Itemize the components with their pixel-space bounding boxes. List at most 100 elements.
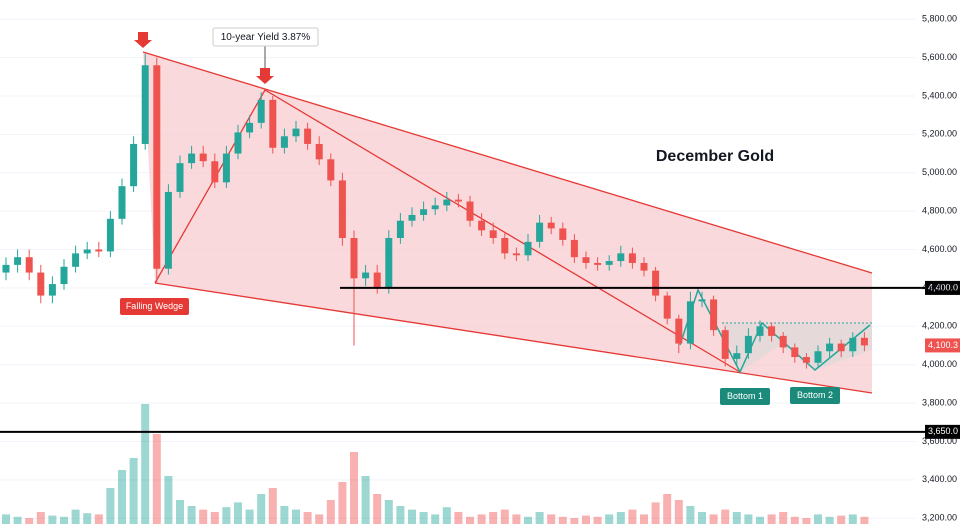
volume-bar bbox=[361, 476, 370, 524]
candle-body bbox=[246, 122, 254, 133]
candle-body bbox=[710, 299, 718, 331]
volume-bar bbox=[616, 512, 625, 524]
candle-body bbox=[72, 253, 80, 267]
candle-body bbox=[95, 249, 103, 252]
level-label: 4,400.0 bbox=[928, 282, 958, 292]
candle-body bbox=[652, 270, 660, 296]
levels: 4,400.0 3,650.0 4,100.3 bbox=[0, 280, 960, 439]
y-tick-label: 5,600.00 bbox=[922, 52, 957, 62]
volume-bar bbox=[152, 434, 161, 524]
candle-body bbox=[779, 335, 787, 348]
volume-bar bbox=[292, 509, 300, 524]
candle-body bbox=[744, 335, 752, 354]
candle-body bbox=[60, 266, 68, 285]
volume-bar bbox=[802, 518, 811, 524]
candle-body bbox=[489, 230, 497, 239]
volume-bar bbox=[605, 514, 614, 524]
candle-body bbox=[675, 318, 683, 344]
y-tick-label: 5,000.00 bbox=[922, 167, 957, 177]
candle-body bbox=[478, 220, 486, 231]
candle-body bbox=[420, 209, 428, 215]
volume-bar bbox=[524, 516, 532, 524]
candle-body bbox=[605, 261, 613, 265]
volume-bar bbox=[396, 506, 405, 524]
volume-bar bbox=[303, 512, 312, 524]
volume-bar bbox=[674, 500, 683, 524]
volume-bar bbox=[535, 512, 544, 524]
candle-body bbox=[408, 214, 416, 221]
volume-bar bbox=[129, 458, 138, 524]
volume-bar bbox=[419, 512, 428, 524]
candle-body bbox=[222, 153, 230, 183]
candle-body bbox=[512, 253, 520, 256]
candle-body bbox=[454, 199, 462, 202]
volume-bar bbox=[199, 509, 208, 524]
candle-body bbox=[211, 161, 219, 183]
candle-body bbox=[547, 222, 555, 229]
candle-body bbox=[582, 257, 590, 263]
volume-bar bbox=[628, 509, 637, 524]
volume-bar bbox=[848, 514, 857, 524]
annotation: Bottom 2 bbox=[797, 390, 833, 400]
volume bbox=[2, 404, 869, 524]
volume-bar bbox=[500, 509, 509, 524]
volume-bar bbox=[48, 515, 57, 524]
volume-bar bbox=[593, 516, 602, 524]
candle-body bbox=[524, 241, 532, 256]
volume-bar bbox=[210, 512, 219, 524]
candles bbox=[2, 53, 868, 369]
volume-bar bbox=[118, 470, 126, 524]
volume-bar bbox=[408, 509, 416, 524]
volume-bar bbox=[698, 512, 706, 524]
candle-body bbox=[37, 272, 45, 296]
volume-bar bbox=[234, 502, 242, 524]
candle-body bbox=[327, 159, 335, 181]
candle-body bbox=[501, 238, 509, 254]
annotation: Falling Wedge bbox=[126, 301, 183, 311]
last-price-tag bbox=[925, 338, 960, 353]
y-tick-label: 4,200.00 bbox=[922, 321, 957, 331]
volume-bar bbox=[257, 494, 266, 524]
volume-bar bbox=[814, 514, 822, 524]
volume-bar bbox=[83, 513, 92, 524]
volume-bar bbox=[60, 516, 68, 524]
volume-bar bbox=[489, 512, 498, 524]
y-tick-label: 5,200.00 bbox=[922, 129, 957, 139]
candle-body bbox=[164, 191, 172, 269]
volume-bar bbox=[384, 500, 393, 524]
annotation: 10-year Yield 3.87% bbox=[221, 32, 311, 43]
trend-line bbox=[154, 89, 741, 373]
candle-body bbox=[559, 228, 567, 240]
candle-body bbox=[466, 201, 474, 221]
volume-bar bbox=[326, 500, 335, 524]
candle-body bbox=[628, 253, 636, 263]
candle-body bbox=[338, 180, 346, 239]
candle-body bbox=[83, 249, 91, 254]
candle-body bbox=[640, 262, 648, 271]
candle-body bbox=[292, 128, 300, 137]
volume-bar bbox=[466, 516, 474, 524]
volume-bar bbox=[245, 509, 254, 524]
volume-bar bbox=[442, 507, 451, 524]
volume-bar bbox=[790, 516, 799, 524]
candle-body bbox=[617, 253, 625, 262]
candle-body bbox=[385, 238, 393, 288]
candle-body bbox=[118, 186, 126, 219]
candle-body bbox=[570, 239, 578, 258]
candle-body bbox=[106, 218, 114, 252]
arrow bbox=[256, 68, 274, 84]
volume-bar bbox=[141, 404, 150, 524]
wedge-top bbox=[142, 51, 873, 274]
candle-body bbox=[814, 351, 822, 363]
volume-bar bbox=[268, 488, 277, 524]
candle-body bbox=[594, 262, 602, 265]
candle-body bbox=[663, 295, 671, 319]
candle-body bbox=[257, 99, 265, 123]
y-axis: 5,800.00 5,600.00 5,400.00 5,200.00 5,000.00… bbox=[922, 14, 957, 523]
volume-bar bbox=[709, 514, 718, 524]
volume-bar bbox=[373, 494, 382, 524]
volume-bar bbox=[651, 502, 660, 524]
volume-bar bbox=[512, 514, 521, 524]
volume-bar bbox=[477, 514, 486, 524]
volume-bar bbox=[837, 515, 846, 524]
